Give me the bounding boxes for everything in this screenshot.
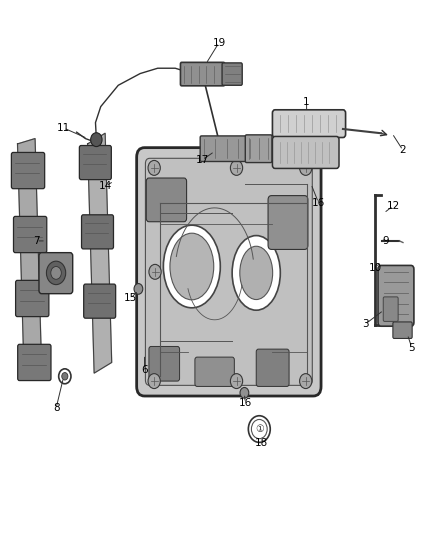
Circle shape: [46, 261, 66, 285]
FancyBboxPatch shape: [256, 349, 289, 386]
Circle shape: [230, 160, 243, 175]
FancyBboxPatch shape: [137, 148, 321, 396]
Text: 18: 18: [255, 439, 268, 448]
FancyBboxPatch shape: [149, 346, 180, 381]
FancyBboxPatch shape: [222, 63, 242, 85]
Text: 14: 14: [99, 181, 112, 191]
Circle shape: [59, 369, 71, 384]
Text: ①: ①: [255, 424, 264, 434]
Text: 5: 5: [408, 343, 415, 352]
Text: 12: 12: [387, 201, 400, 211]
Circle shape: [148, 374, 160, 389]
FancyBboxPatch shape: [245, 135, 272, 163]
FancyBboxPatch shape: [79, 146, 111, 180]
Polygon shape: [18, 139, 42, 373]
Text: 16: 16: [239, 398, 252, 408]
FancyBboxPatch shape: [145, 158, 312, 385]
Circle shape: [251, 419, 267, 439]
Text: 8: 8: [53, 403, 60, 413]
Circle shape: [62, 373, 68, 380]
FancyBboxPatch shape: [18, 344, 51, 381]
Polygon shape: [88, 133, 112, 373]
Circle shape: [134, 284, 143, 294]
Circle shape: [148, 160, 160, 175]
Circle shape: [240, 387, 249, 398]
Text: 19: 19: [212, 38, 226, 47]
Text: 7: 7: [33, 236, 40, 246]
Circle shape: [149, 264, 161, 279]
Ellipse shape: [240, 246, 272, 300]
FancyBboxPatch shape: [272, 136, 339, 168]
FancyBboxPatch shape: [195, 357, 234, 386]
Circle shape: [300, 374, 312, 389]
FancyBboxPatch shape: [272, 110, 346, 138]
Circle shape: [51, 266, 61, 279]
FancyBboxPatch shape: [393, 322, 412, 338]
Text: 3: 3: [362, 319, 369, 329]
Ellipse shape: [232, 236, 280, 310]
Circle shape: [230, 374, 243, 389]
Text: 9: 9: [382, 236, 389, 246]
Text: 16: 16: [312, 198, 325, 207]
FancyBboxPatch shape: [378, 265, 414, 326]
FancyBboxPatch shape: [39, 253, 73, 294]
FancyBboxPatch shape: [268, 196, 308, 249]
Ellipse shape: [170, 233, 214, 300]
FancyBboxPatch shape: [200, 136, 253, 161]
Circle shape: [91, 133, 102, 147]
FancyBboxPatch shape: [81, 215, 113, 249]
Text: 15: 15: [124, 294, 137, 303]
FancyBboxPatch shape: [16, 280, 49, 317]
FancyBboxPatch shape: [14, 216, 47, 253]
Circle shape: [248, 416, 270, 442]
Text: 10: 10: [369, 263, 382, 272]
Text: 1: 1: [303, 98, 310, 107]
FancyBboxPatch shape: [11, 152, 45, 189]
Ellipse shape: [163, 225, 220, 308]
Text: 6: 6: [141, 365, 148, 375]
Text: 2: 2: [399, 146, 406, 155]
FancyBboxPatch shape: [146, 178, 187, 222]
FancyBboxPatch shape: [84, 284, 116, 318]
Text: 11: 11: [57, 123, 70, 133]
FancyBboxPatch shape: [180, 62, 225, 86]
FancyBboxPatch shape: [383, 297, 398, 321]
Text: 17: 17: [196, 155, 209, 165]
Circle shape: [300, 160, 312, 175]
